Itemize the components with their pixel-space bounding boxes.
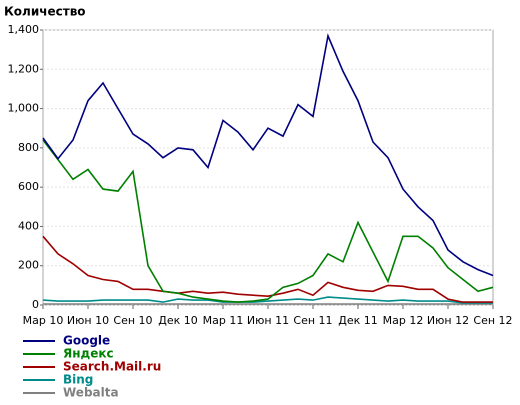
y-tick-label: 1,400 — [8, 23, 40, 36]
legend-label: Google — [63, 334, 110, 348]
x-tick-label: Июн 11 — [247, 314, 289, 327]
legend-label: Search.Mail.ru — [63, 360, 161, 374]
x-tick-label: Дек 10 — [158, 314, 198, 327]
x-tick-label: Мар 10 — [23, 314, 64, 327]
x-tick-label: Сен 12 — [473, 314, 512, 327]
chart-title: Количество — [4, 5, 86, 19]
x-tick-label: Июн 10 — [67, 314, 109, 327]
legend-label: Яндекс — [63, 347, 114, 361]
x-tick-label: Июн 12 — [427, 314, 469, 327]
x-tick-label: Мар 11 — [203, 314, 244, 327]
x-tick-label: Сен 11 — [293, 314, 332, 327]
series-line — [42, 296, 493, 304]
x-tick-label: Дек 11 — [338, 314, 378, 327]
plot-frame — [42, 29, 494, 306]
x-tick-label: Мар 12 — [383, 314, 424, 327]
y-tick-label: 1,200 — [8, 62, 40, 75]
y-tick-label: 600 — [18, 180, 39, 193]
y-tick-label: 800 — [18, 141, 39, 154]
y-tick-label: 400 — [18, 219, 39, 232]
x-tick-label: Сен 10 — [113, 314, 152, 327]
series-line — [42, 139, 494, 303]
series-line — [42, 33, 494, 277]
y-tick-label: 1,000 — [8, 102, 40, 115]
legend-label: Webalta — [63, 386, 119, 400]
y-tick-label: 0 — [32, 298, 39, 311]
y-tick-label: 200 — [18, 259, 39, 272]
legend-label: Bing — [63, 373, 93, 387]
series-line — [42, 235, 493, 303]
